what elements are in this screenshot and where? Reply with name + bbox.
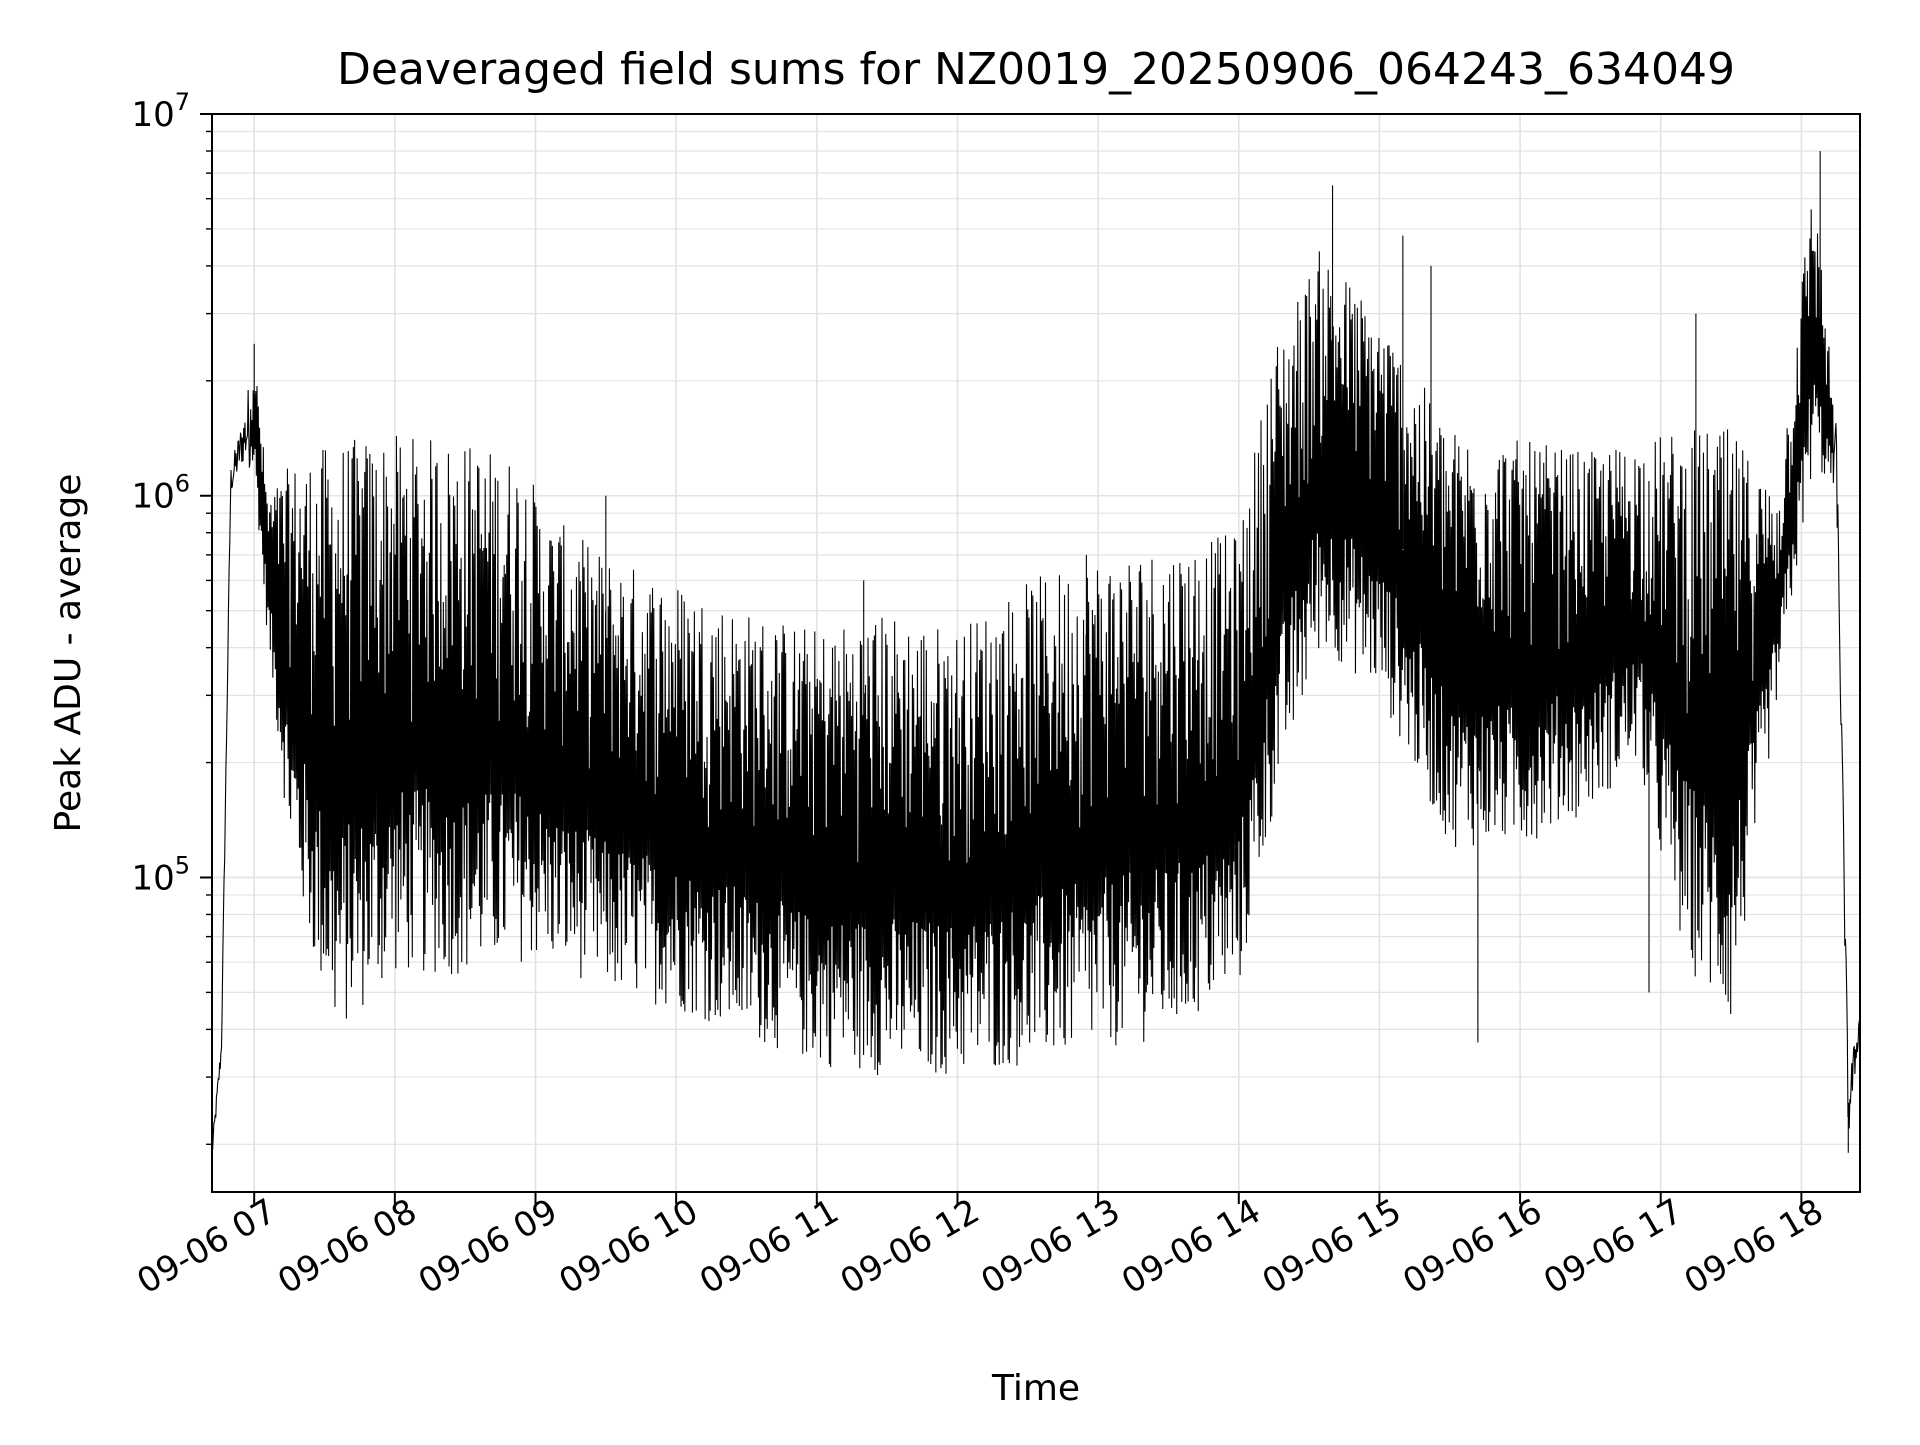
y-tick-label: 106 — [131, 470, 190, 517]
y-tick-label: 107 — [131, 88, 190, 135]
y-tick-label: 105 — [131, 851, 190, 898]
plot-area — [211, 150, 1861, 1153]
y-axis-ticks: 105 106 107 — [131, 88, 212, 1146]
axes-frame — [211, 113, 1861, 1193]
y-axis-label: Peak ADU - average — [48, 474, 89, 833]
chart-title: Deaveraged field sums for NZ0019_2025090… — [337, 44, 1735, 95]
x-axis-label: Time — [991, 1368, 1080, 1409]
series-line — [211, 209, 1861, 1151]
